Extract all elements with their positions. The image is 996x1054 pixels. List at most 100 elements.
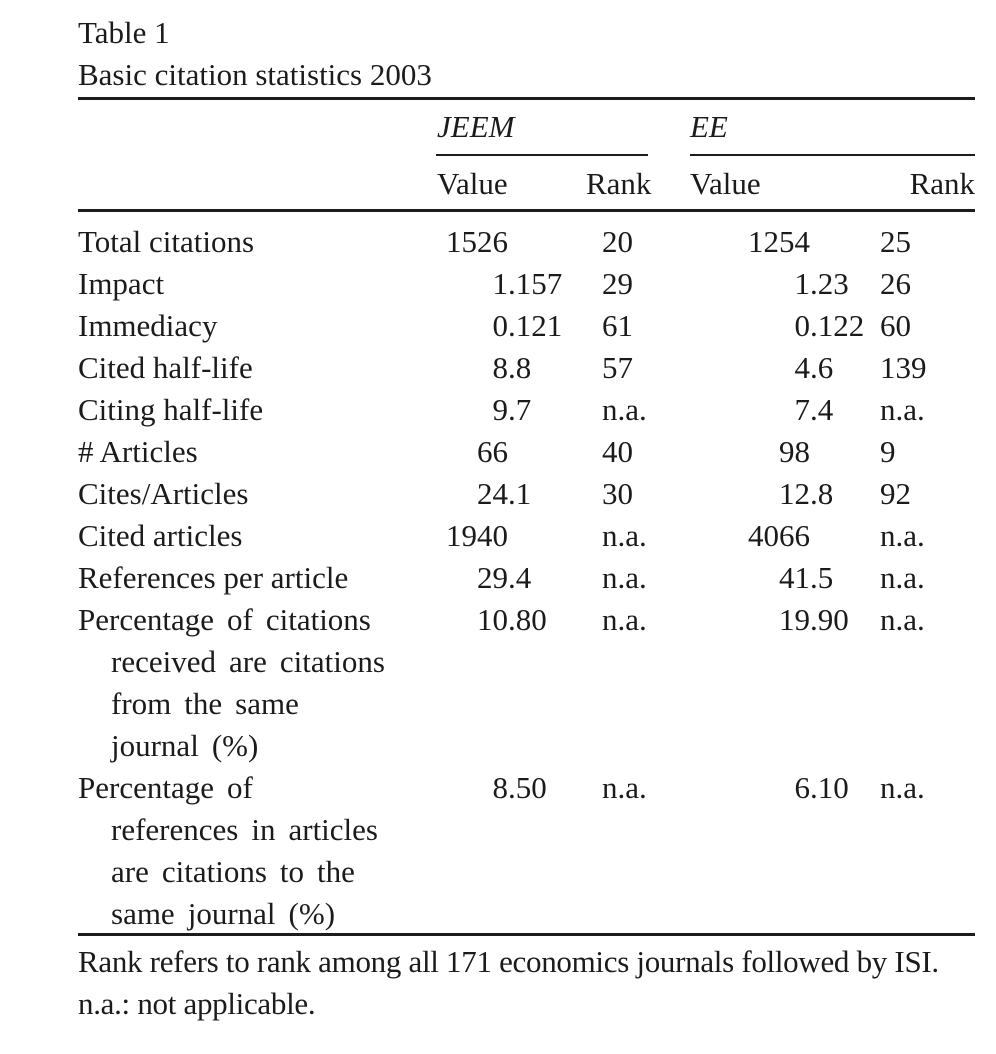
- jeem-value-cell-integer: 29: [477, 560, 508, 595]
- jeem-value-cell: 29.4: [436, 557, 596, 599]
- jeem-value-cell: 1526: [436, 221, 596, 263]
- ee-value-cell: 1.23: [690, 263, 860, 305]
- ee-value-cell-integer: 4: [794, 350, 811, 385]
- ee-rank-cell: 26: [880, 266, 911, 301]
- ee-value-cell: 0.122: [690, 305, 865, 347]
- jeem-rank-cell: n.a.: [602, 770, 647, 805]
- table-caption: Basic citation statistics 2003: [78, 57, 432, 92]
- table-row: Percentage of references in articles are c…: [0, 767, 996, 935]
- jeem-group-underline: [436, 154, 648, 156]
- ee-value-cell-integer: 98: [779, 434, 810, 469]
- table-row: Cited articles 1940 n.a. 4066 n.a.: [0, 515, 996, 557]
- ee-value-cell-fraction: .90: [810, 602, 849, 637]
- table-number: Table 1: [78, 15, 170, 50]
- jeem-rank-cell: 61: [602, 308, 633, 343]
- row-label-line: same journal (%): [111, 896, 336, 931]
- ee-value-cell-integer: 19: [779, 602, 810, 637]
- jeem-value-cell-fraction: .80: [508, 602, 547, 637]
- jeem-rank-cell: 40: [602, 434, 633, 469]
- jeem-value-cell-integer: 1526: [446, 224, 508, 259]
- table-row: Citing half-life 9.7 n.a. 7.4 n.a.: [0, 389, 996, 431]
- table-row: Percentage of citations received are cita…: [0, 599, 996, 767]
- jeem-value-cell-integer: 0: [492, 308, 509, 343]
- column-group-jeem: JEEM: [437, 109, 515, 144]
- ee-value-cell-fraction: .4: [810, 392, 834, 427]
- row-label: Impact: [78, 263, 430, 305]
- ee-value-cell-integer: 0: [794, 308, 811, 343]
- jeem-value-cell: 0.121: [436, 305, 596, 347]
- jeem-value-cell-integer: 66: [477, 434, 508, 469]
- row-label: Percentage of references in articles are c…: [78, 767, 430, 935]
- jeem-value-cell-integer: 9: [492, 392, 509, 427]
- ee-rank-cell: 139: [880, 350, 927, 385]
- header-jeem-value: Value: [437, 166, 508, 201]
- ee-value-cell: 4.6: [690, 347, 860, 389]
- row-label-line: references in articles: [111, 812, 378, 847]
- row-label-line: Cites/Articles: [78, 476, 249, 511]
- ee-value-cell-integer: 12: [779, 476, 810, 511]
- ee-rank-cell: n.a.: [880, 392, 925, 427]
- row-label-line: Citing half-life: [78, 392, 264, 427]
- ee-value-cell: 12.8: [690, 473, 860, 515]
- jeem-value-cell-fraction: .157: [508, 266, 563, 301]
- jeem-value-cell-integer: 8: [492, 770, 509, 805]
- ee-value-cell-integer: 4066: [748, 518, 810, 553]
- row-label-line: Percentage of citations: [78, 602, 371, 637]
- ee-value-cell-fraction: .23: [810, 266, 849, 301]
- table-rule-bottom: [78, 933, 975, 936]
- row-label-line: Cited half-life: [78, 350, 253, 385]
- jeem-value-cell-integer: 1: [492, 266, 509, 301]
- row-label-line: are citations to the: [111, 854, 355, 889]
- row-label: Immediacy: [78, 305, 430, 347]
- jeem-rank-cell: 29: [602, 266, 633, 301]
- row-label-line: References per article: [78, 560, 349, 595]
- jeem-value-cell: 8.8: [436, 347, 596, 389]
- table-body: Total citations 1526 20 1254 25 Impact 1.157 29…: [0, 221, 996, 935]
- header-ee-value: Value: [690, 166, 761, 201]
- ee-rank-cell: 92: [880, 476, 911, 511]
- row-label: Cites/Articles: [78, 473, 430, 515]
- ee-value-cell-fraction: .6: [810, 350, 834, 385]
- row-label: Cited half-life: [78, 347, 430, 389]
- ee-value-cell: 19.90: [690, 599, 860, 641]
- ee-rank-cell: n.a.: [880, 602, 925, 637]
- jeem-value-cell-fraction: .121: [508, 308, 563, 343]
- jeem-value-cell-integer: 8: [492, 350, 509, 385]
- ee-value-cell-integer: 6: [794, 770, 811, 805]
- row-label: References per article: [78, 557, 430, 599]
- table-row: Immediacy 0.121 61 0.122 60: [0, 305, 996, 347]
- ee-rank-cell: n.a.: [880, 560, 925, 595]
- ee-rank-cell: n.a.: [880, 770, 925, 805]
- row-label-line: from the same: [111, 686, 299, 721]
- jeem-value-cell-integer: 24: [477, 476, 508, 511]
- jeem-rank-cell: n.a.: [602, 392, 647, 427]
- row-label-line: Total citations: [78, 224, 255, 259]
- ee-value-cell-fraction: .10: [810, 770, 849, 805]
- header-ee-rank: Rank: [909, 166, 975, 201]
- jeem-value-cell-integer: 1940: [446, 518, 508, 553]
- jeem-rank-cell: 20: [602, 224, 633, 259]
- table-row: Total citations 1526 20 1254 25: [0, 221, 996, 263]
- column-group-ee: EE: [690, 109, 728, 144]
- ee-rank-cell: 9: [880, 434, 896, 469]
- ee-rank-cell: n.a.: [880, 518, 925, 553]
- jeem-value-cell: 10.80: [436, 599, 596, 641]
- ee-value-cell-integer: 1: [794, 266, 811, 301]
- row-label: Cited articles: [78, 515, 430, 557]
- table-row: # Articles 66 40 98 9: [0, 431, 996, 473]
- ee-value-cell-fraction: .5: [810, 560, 834, 595]
- ee-value-cell: 4066: [690, 515, 860, 557]
- ee-rank-cell: 25: [880, 224, 911, 259]
- ee-value-cell-integer: 41: [779, 560, 810, 595]
- ee-rank-cell: 60: [880, 308, 911, 343]
- ee-value-cell-fraction: .8: [810, 476, 834, 511]
- table-row: References per article 29.4 n.a. 41.5 n.a.: [0, 557, 996, 599]
- ee-value-cell-integer: 7: [794, 392, 811, 427]
- row-label-line: Immediacy: [78, 308, 218, 343]
- ee-value-cell: 41.5: [690, 557, 860, 599]
- table-row: Cites/Articles 24.1 30 12.8 92: [0, 473, 996, 515]
- ee-value-cell-fraction: .122: [810, 308, 865, 343]
- jeem-value-cell-fraction: .50: [508, 770, 547, 805]
- row-label: Citing half-life: [78, 389, 430, 431]
